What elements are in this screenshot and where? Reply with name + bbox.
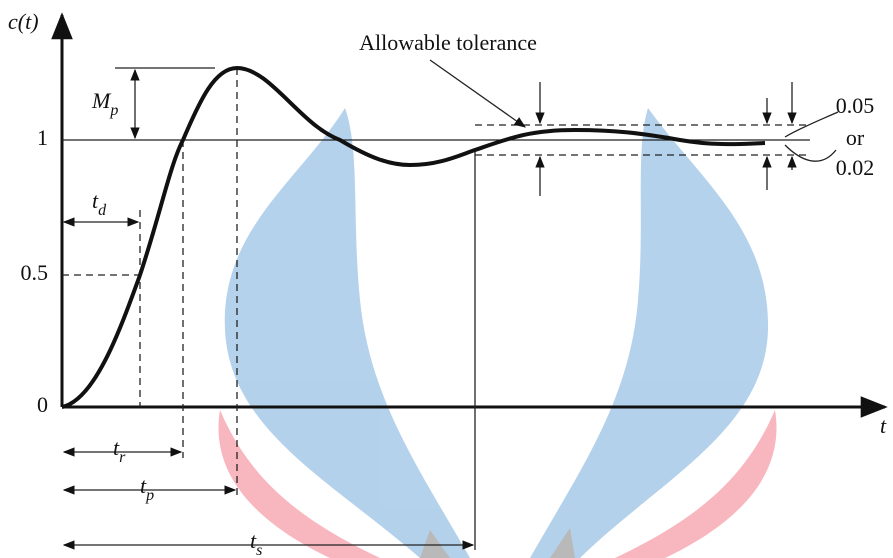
watermark — [218, 108, 776, 558]
label-part: s — [256, 542, 262, 558]
x-axis-label: t — [880, 413, 887, 438]
label-part: p — [109, 102, 118, 119]
delay-label: td — [92, 188, 107, 219]
tick-label: 0.5 — [21, 260, 49, 285]
y-axis-label: c(t) — [8, 9, 39, 34]
rise-label: tr — [113, 435, 126, 466]
overshoot-label: Mp — [91, 88, 118, 119]
peak-label: tp — [140, 473, 154, 504]
label-part: r — [119, 449, 126, 466]
step-response-diagram: c(t) t 0 0.5 1 Allowable tolerance 0.05 … — [0, 0, 893, 558]
tolerance-label: Allowable tolerance — [359, 30, 537, 55]
tolerance-value: 0.02 — [836, 155, 875, 180]
tick-label: 1 — [37, 125, 48, 150]
tolerance-or: or — [846, 125, 865, 150]
tick-label: 0 — [37, 392, 48, 417]
label-part: d — [98, 202, 107, 219]
label-part: p — [145, 487, 154, 504]
settling-label: ts — [250, 528, 262, 558]
label-part: M — [91, 88, 112, 113]
tolerance-value: 0.05 — [836, 93, 875, 118]
